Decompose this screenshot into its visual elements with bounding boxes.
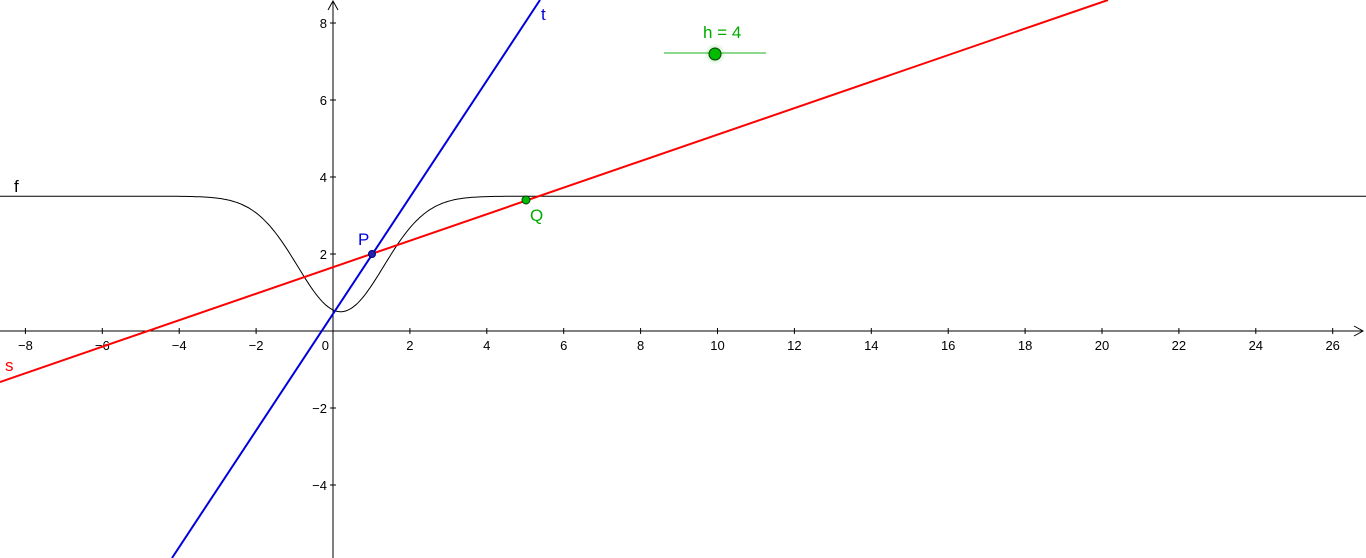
- x-ticks: −8 −6 −4 −2 0 2 4 6 8 10 12 14 16 18 20 22 24 26: [18, 328, 1340, 353]
- point-p[interactable]: [368, 250, 376, 258]
- x-tick-label: 14: [864, 338, 878, 353]
- x-tick-label: −8: [18, 338, 33, 353]
- x-tick-label: 24: [1249, 338, 1263, 353]
- x-tick-label: 8: [637, 338, 644, 353]
- tangent-t-label[interactable]: t: [541, 5, 546, 24]
- x-tick-label: 2: [406, 338, 413, 353]
- y-axis-arrow-icon: [327, 0, 339, 11]
- y-tick-label: −4: [312, 478, 327, 493]
- x-tick-label: 16: [941, 338, 955, 353]
- y-tick-label: 8: [320, 16, 327, 31]
- x-tick-label: 26: [1325, 338, 1339, 353]
- x-tick-label: 18: [1018, 338, 1032, 353]
- x-tick-label: 0: [322, 338, 329, 353]
- y-tick-label: 4: [320, 170, 327, 185]
- slider-h-handle[interactable]: [708, 47, 722, 61]
- slider-h-label: h = 4: [703, 23, 741, 42]
- point-q-label[interactable]: Q: [530, 206, 543, 225]
- function-f-curve[interactable]: [0, 195, 1366, 313]
- secant-line-s[interactable]: [0, 0, 1109, 383]
- slider-h[interactable]: h = 4: [664, 23, 766, 65]
- x-tick-label: 20: [1095, 338, 1109, 353]
- point-p-label[interactable]: P: [358, 230, 369, 249]
- point-q[interactable]: [521, 195, 531, 205]
- x-tick-label: 10: [710, 338, 724, 353]
- y-tick-label: 2: [320, 247, 327, 262]
- y-tick-label: −2: [312, 401, 327, 416]
- y-tick-label: 6: [320, 93, 327, 108]
- y-ticks: −4 −2 2 4 6 8: [312, 16, 336, 493]
- x-tick-label: −6: [95, 338, 110, 353]
- x-tick-label: −2: [249, 338, 264, 353]
- x-tick-label: 4: [483, 338, 490, 353]
- x-tick-label: −4: [172, 338, 187, 353]
- x-axis-arrow-icon: [1353, 325, 1365, 337]
- x-tick-label: 22: [1172, 338, 1186, 353]
- x-tick-label: 12: [787, 338, 801, 353]
- secant-s-label[interactable]: s: [5, 356, 14, 375]
- function-f-label[interactable]: f: [14, 177, 19, 196]
- tangent-line-t[interactable]: [171, 0, 541, 558]
- x-tick-label: 6: [560, 338, 567, 353]
